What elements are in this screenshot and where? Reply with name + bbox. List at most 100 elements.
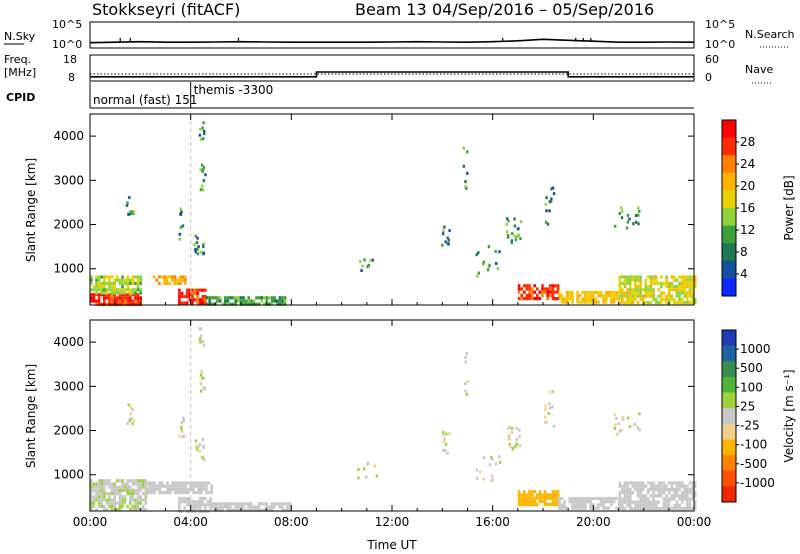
echo-cell — [234, 296, 237, 300]
echo-cell — [209, 503, 212, 507]
echo-cell — [673, 297, 676, 301]
echo-cell — [565, 297, 569, 301]
velocity-axes: 00:00 04:00 08:00 12:00 16:00 20:00 00:0010002… — [53, 320, 711, 529]
echo-cell — [649, 494, 653, 498]
echo-cell — [260, 508, 263, 512]
echo-cell — [662, 484, 666, 488]
echo-cell — [183, 506, 186, 510]
echo-cell — [105, 501, 109, 505]
echo-speckle — [447, 238, 450, 242]
echo-cell — [185, 301, 189, 305]
echo-speckle — [202, 137, 205, 141]
echo-cell — [551, 293, 555, 297]
echo-cell — [260, 502, 263, 506]
echo-speckle — [194, 439, 197, 443]
echo-cell — [631, 491, 635, 495]
echo-cell — [260, 299, 263, 303]
echo-cell — [623, 507, 627, 511]
echo-cell — [675, 487, 679, 491]
echo-cell — [90, 299, 93, 303]
echo-cell — [649, 503, 653, 507]
echo-cell — [155, 487, 159, 491]
echo-cell — [560, 297, 564, 301]
echo-speckle — [183, 435, 186, 439]
echo-cell — [100, 275, 103, 279]
echo-cell — [589, 300, 592, 304]
echo-speckle — [511, 446, 514, 450]
echo-cell — [621, 491, 624, 495]
echo-cell — [262, 502, 266, 506]
echo-cell — [97, 281, 101, 285]
echo-speckle — [359, 259, 362, 263]
echo-cell — [649, 294, 653, 298]
echo-cell — [150, 487, 154, 491]
y-tick-label: 1000 — [53, 262, 84, 276]
echo-cell — [688, 285, 692, 289]
echo-cell — [97, 275, 101, 279]
echo-cell — [188, 503, 192, 507]
echo-cell — [136, 482, 140, 486]
echo-speckle — [486, 268, 490, 272]
echo-cell — [210, 502, 214, 506]
echo-cell — [667, 288, 671, 292]
echo-cell — [142, 492, 145, 496]
echo-cell — [180, 496, 184, 501]
echo-cell — [108, 281, 111, 285]
echo-cell — [160, 275, 164, 279]
echo-cell — [286, 508, 289, 512]
echo-cell — [136, 504, 140, 508]
echo-speckle — [548, 209, 551, 213]
echo-speckle — [202, 244, 205, 248]
echo-cell — [126, 278, 129, 282]
echo-cell — [134, 288, 137, 292]
echo-cell — [105, 498, 109, 502]
echo-speckle — [125, 204, 129, 207]
echo-cell — [179, 484, 182, 488]
echo-cell — [584, 297, 587, 301]
echo-cell — [129, 299, 132, 303]
echo-cell — [644, 507, 648, 511]
echo-speckle — [496, 267, 500, 271]
echo-cell — [92, 498, 96, 502]
echo-cell — [185, 288, 189, 292]
echo-cell — [657, 491, 661, 495]
echo-cell — [654, 503, 658, 507]
echo-cell — [517, 493, 521, 497]
echo-cell — [530, 287, 534, 291]
echo-cell — [123, 291, 127, 295]
echo-cell — [216, 502, 219, 506]
echo-cell — [174, 487, 177, 491]
echo-cell — [641, 484, 645, 488]
echo-cell — [675, 278, 679, 282]
colorbar-tick-label: 4 — [740, 267, 748, 281]
echo-speckle — [180, 430, 184, 434]
echo-cell — [185, 500, 189, 504]
colorbar-title: Power [dB] — [782, 175, 796, 240]
echo-speckle — [464, 360, 467, 364]
echo-cell — [631, 484, 635, 488]
echo-cell — [118, 501, 122, 505]
echo-cell — [252, 505, 255, 509]
echo-cell — [693, 281, 697, 285]
echo-cell — [97, 296, 101, 300]
echo-cell — [576, 294, 579, 298]
echo-cell — [198, 298, 202, 302]
echo-cell — [188, 288, 192, 292]
echo-speckle — [628, 217, 631, 221]
echo-cell — [121, 498, 124, 502]
echo-cell — [95, 508, 98, 512]
echo-cell — [665, 484, 668, 488]
echo-cell — [647, 500, 650, 504]
echo-cell — [218, 508, 222, 512]
echo-speckle — [366, 265, 369, 269]
echo-cell — [652, 294, 655, 298]
echo-cell — [538, 499, 542, 503]
echo-speckle — [462, 146, 465, 150]
echo-cell — [176, 281, 179, 285]
echo-cell — [196, 298, 199, 302]
nsky-line — [89, 38, 695, 44]
echo-cell — [541, 287, 544, 291]
echo-cell — [680, 494, 684, 498]
echo-cell — [680, 491, 684, 495]
echo-speckle — [498, 250, 501, 254]
